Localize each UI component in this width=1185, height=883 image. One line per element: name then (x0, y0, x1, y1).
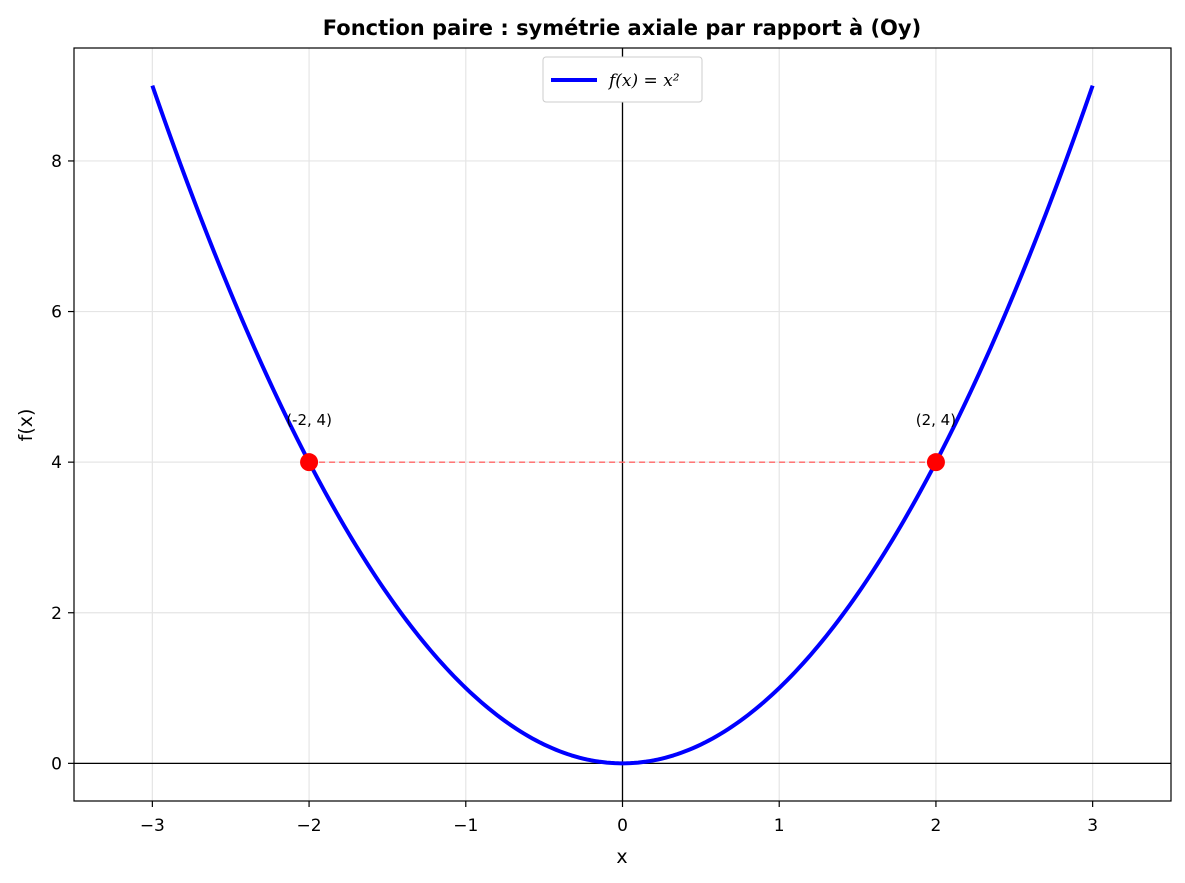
y-axis-label: f(x) (15, 409, 37, 442)
y-tick-label: 4 (51, 453, 62, 473)
y-tick-label: 6 (51, 303, 62, 323)
legend-box (542, 56, 703, 103)
highlight-point (926, 453, 945, 472)
ticks: −3 −2 −1 0 1 2 3 0 2 4 6 8 (51, 152, 1098, 836)
x-tick-label: −3 (140, 816, 165, 836)
point-annotation: (2, 4) (916, 411, 956, 429)
point-annotation: (-2, 4) (286, 411, 332, 429)
legend-label: f(x) = x² (607, 71, 680, 91)
y-tick-label: 2 (51, 604, 62, 624)
chart-title: Fonction paire : symétrie axiale par rap… (323, 16, 921, 40)
x-tick-label: −2 (297, 816, 322, 836)
x-axis-label: x (616, 846, 627, 868)
highlight-point (300, 453, 319, 472)
x-tick-label: −1 (453, 816, 478, 836)
x-tick-label: 3 (1087, 816, 1098, 836)
y-tick-label: 8 (51, 152, 62, 172)
x-tick-label: 1 (774, 816, 785, 836)
points-layer: (-2, 4) (2, 4) (286, 411, 956, 472)
legend: f(x) = x² (542, 56, 703, 103)
y-tick-label: 0 (51, 754, 62, 774)
x-tick-label: 2 (931, 816, 942, 836)
x-tick-label: 0 (617, 816, 628, 836)
